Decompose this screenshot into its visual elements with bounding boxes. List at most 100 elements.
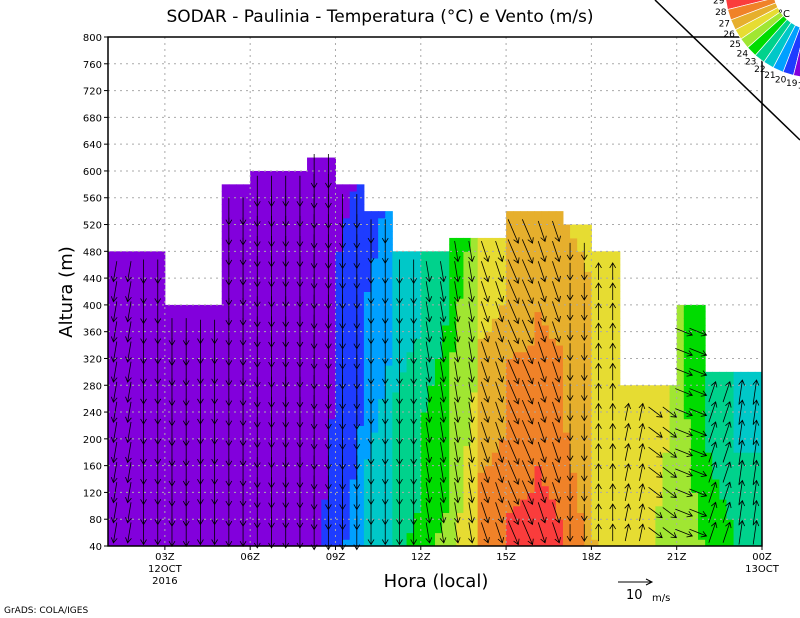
temperature-cell [179,378,187,386]
temperature-cell [520,378,528,386]
temperature-cell [676,438,685,447]
temperature-cell [243,197,251,205]
wind-arrow [675,468,694,478]
temperature-cell [612,452,621,460]
temperature-cell [307,479,315,487]
temperature-cell [712,472,720,480]
temperature-cell [690,532,699,540]
wind-arrow [752,519,760,545]
temperature-cell [221,351,230,359]
temperature-cell [243,438,251,447]
temperature-cell [676,324,685,333]
temperature-cell [307,371,315,380]
temperature-cell [150,472,159,480]
wind-arrow [453,321,461,343]
temperature-cell [406,425,415,433]
temperature-cell [221,197,230,205]
temperature-cell [698,391,706,400]
temperature-cell [641,532,649,540]
temperature-cell [271,258,280,266]
temperature-cell [655,465,663,473]
temperature-cell [250,258,258,266]
temperature-cell [335,311,344,319]
wind-arrow [675,448,694,457]
temperature-cell [328,231,336,239]
temperature-cell [705,479,713,487]
temperature-cell [264,224,272,232]
temperature-cell [733,438,742,447]
temperature-cell [179,385,187,393]
temperature-cell [363,291,372,299]
temperature-cell [392,405,400,413]
temperature-cell [385,512,393,520]
temperature-cell [683,398,692,406]
temperature-cell [335,338,344,346]
temperature-cell [641,398,649,406]
temperature-cell [605,264,614,272]
temperature-cell [449,284,457,292]
temperature-cell [285,324,294,333]
temperature-cell [164,304,173,313]
temperature-cell [264,438,272,447]
temperature-cell [449,418,457,426]
temperature-cell [335,378,344,386]
temperature-cell [598,418,607,426]
temperature-cell [328,345,336,353]
temperature-cell [562,365,571,373]
temperature-cell [683,324,692,333]
temperature-cell [655,452,663,460]
temperature-cell [243,351,251,359]
temperature-cell [740,458,749,467]
temperature-cell [108,278,116,286]
temperature-cell [534,251,543,259]
temperature-cell [570,358,578,366]
temperature-cell [541,365,550,373]
temperature-cell [136,405,145,413]
temperature-cell [228,184,237,192]
temperature-cell [513,445,521,453]
temperature-cell [299,438,308,447]
temperature-cell [740,425,749,433]
temperature-cell [498,432,507,440]
temperature-cell [498,438,507,447]
temperature-cell [235,465,244,473]
temperature-cell [299,385,308,393]
temperature-cell [278,512,287,520]
temperature-cell [534,264,543,272]
temperature-cell [648,512,656,520]
temperature-cell [506,479,514,487]
temperature-cell [456,532,464,540]
temperature-cell [307,191,315,199]
temperature-cell [456,458,464,467]
temperature-cell [520,391,528,400]
temperature-cell [250,217,258,226]
temperature-cell [705,492,713,500]
wind-arrow [648,487,663,498]
temperature-cell [335,412,344,420]
temperature-cell [498,391,507,400]
temperature-cell [527,391,536,400]
temperature-cell [108,512,116,520]
temperature-cell [207,458,216,467]
temperature-cell [562,505,571,514]
temperature-cell [726,385,735,393]
temperature-cell [371,492,379,500]
temperature-cell [683,351,692,359]
temperature-cell [271,472,280,480]
temperature-cell [413,519,422,527]
wind-arrow [566,283,574,301]
wind-arrow [537,441,547,464]
temperature-cell [349,479,358,487]
temperature-cell [605,365,614,373]
temperature-cell [541,398,550,406]
temperature-cell [150,311,159,319]
temperature-cell [193,432,201,440]
temperature-cell [406,432,415,440]
temperature-cell [449,512,457,520]
temperature-cell [520,505,528,514]
temperature-cell [399,512,408,520]
temperature-cell [427,385,436,393]
temperature-cell [328,237,336,246]
temperature-cell [754,458,763,467]
temperature-cell [612,378,621,386]
